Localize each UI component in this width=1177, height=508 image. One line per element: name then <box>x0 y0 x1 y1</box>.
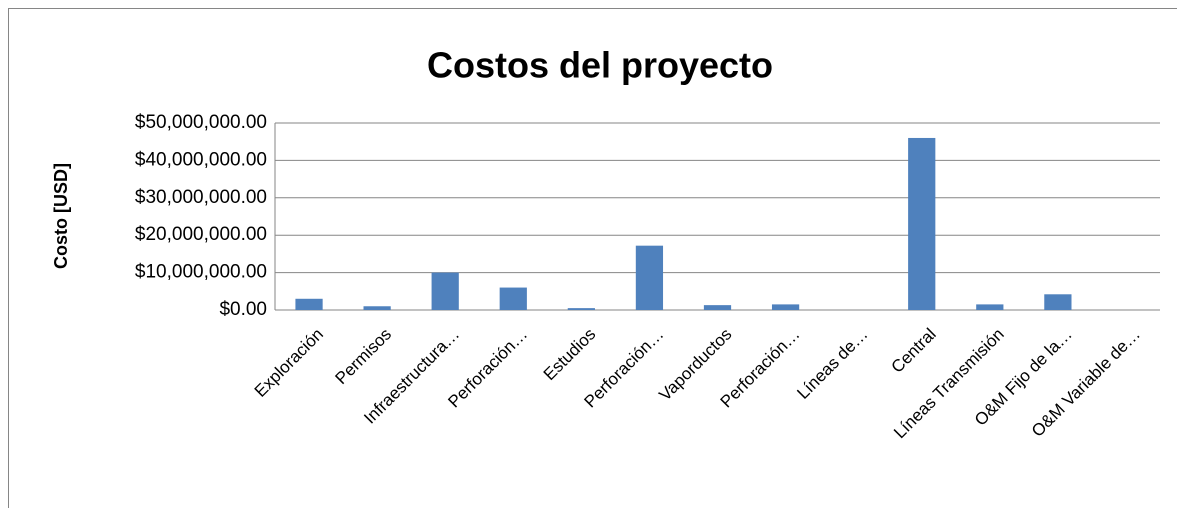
bar <box>635 245 664 310</box>
bar <box>1044 294 1072 310</box>
y-tick-label: $0.00 <box>219 299 267 320</box>
chart-title: Costos del proyecto <box>427 45 773 86</box>
bar <box>908 137 936 310</box>
bar <box>976 304 1004 310</box>
bar <box>363 306 391 310</box>
y-tick-label: $20,000,000.00 <box>135 224 267 245</box>
y-tick-label: $10,000,000.00 <box>135 262 267 283</box>
y-axis-label: Costo [USD] <box>51 163 71 269</box>
y-tick-label: $30,000,000.00 <box>135 187 267 208</box>
bar <box>567 308 595 310</box>
bar <box>431 272 459 310</box>
y-tick-label: $40,000,000.00 <box>135 149 267 170</box>
bar <box>771 304 800 310</box>
y-tick-label: $50,000,000.00 <box>135 112 267 133</box>
bar <box>295 298 323 310</box>
bar <box>499 287 527 310</box>
bar <box>703 305 732 310</box>
chart-frame <box>8 8 1177 508</box>
